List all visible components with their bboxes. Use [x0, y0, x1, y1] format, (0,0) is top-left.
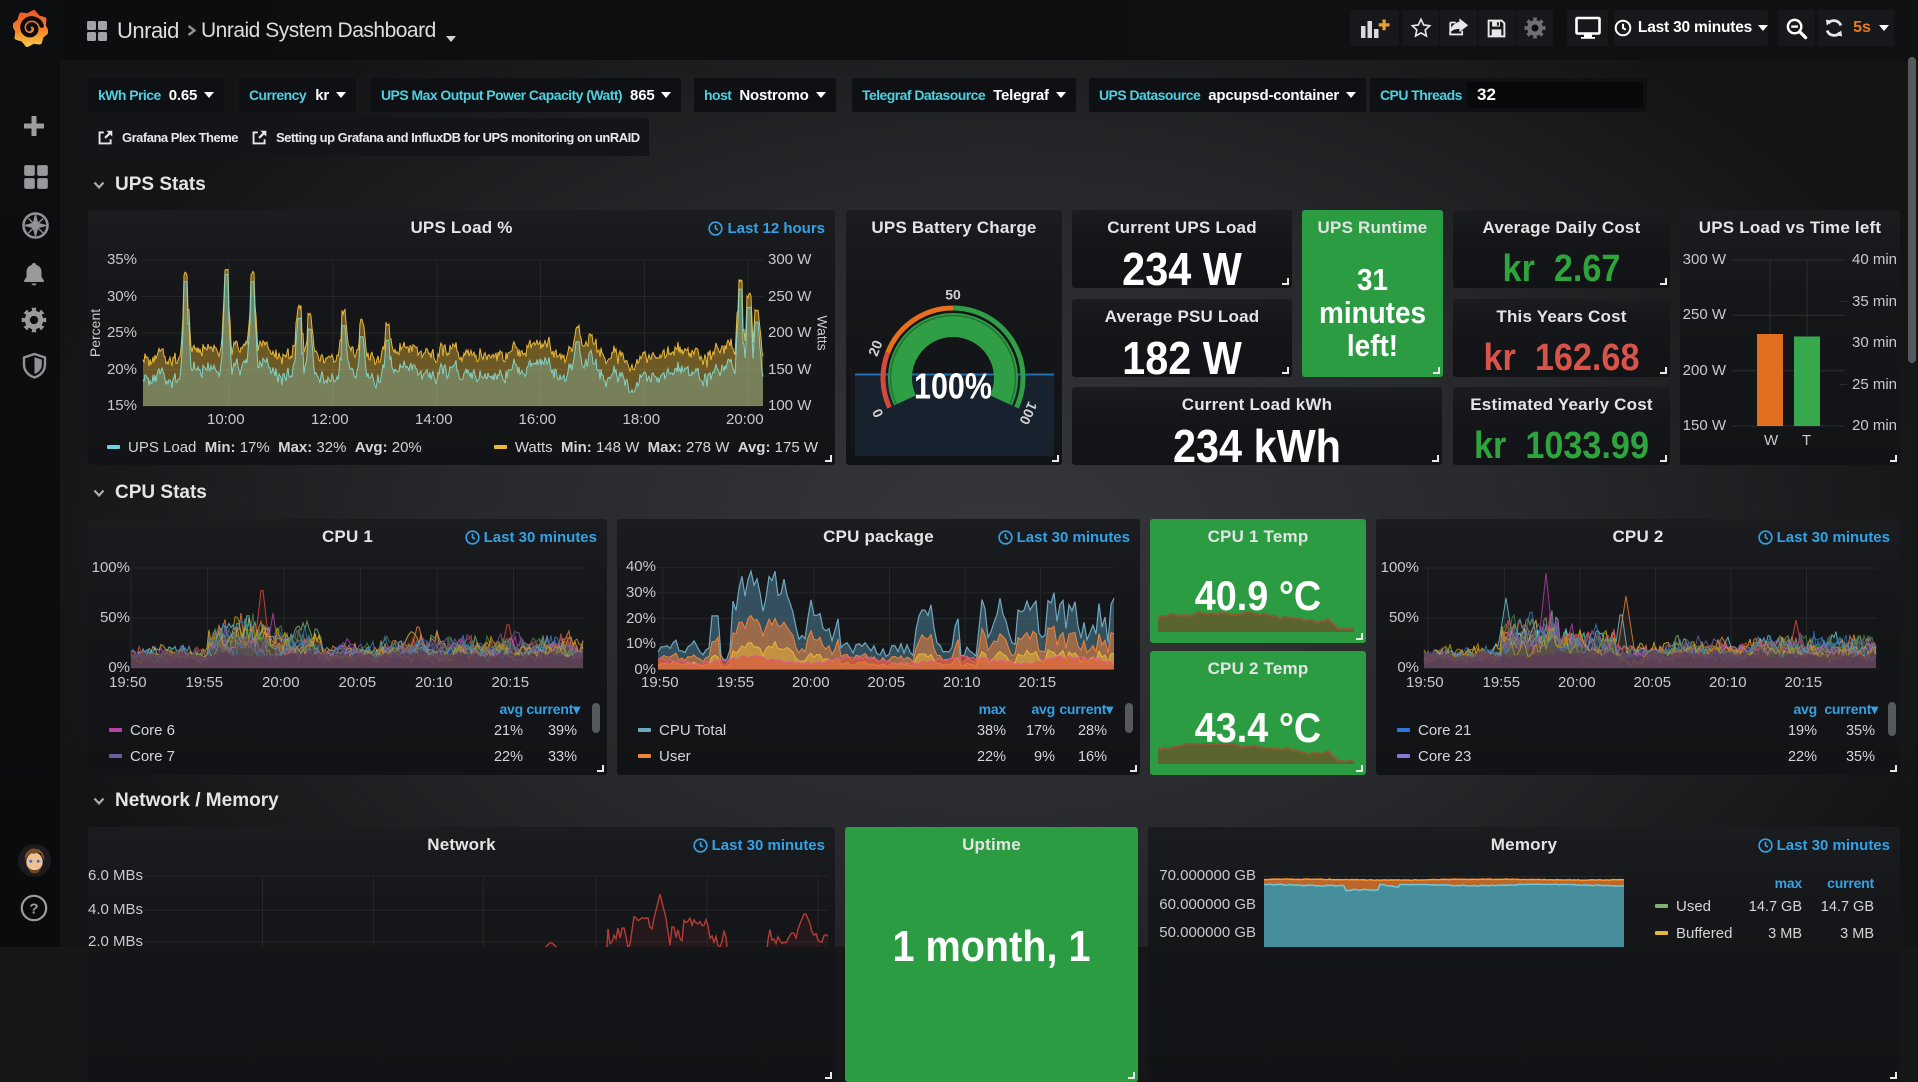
svg-text:20: 20: [865, 338, 886, 358]
svg-text:50: 50: [945, 287, 961, 303]
svg-text:100%: 100%: [914, 366, 992, 407]
svg-text:?: ?: [29, 901, 38, 918]
